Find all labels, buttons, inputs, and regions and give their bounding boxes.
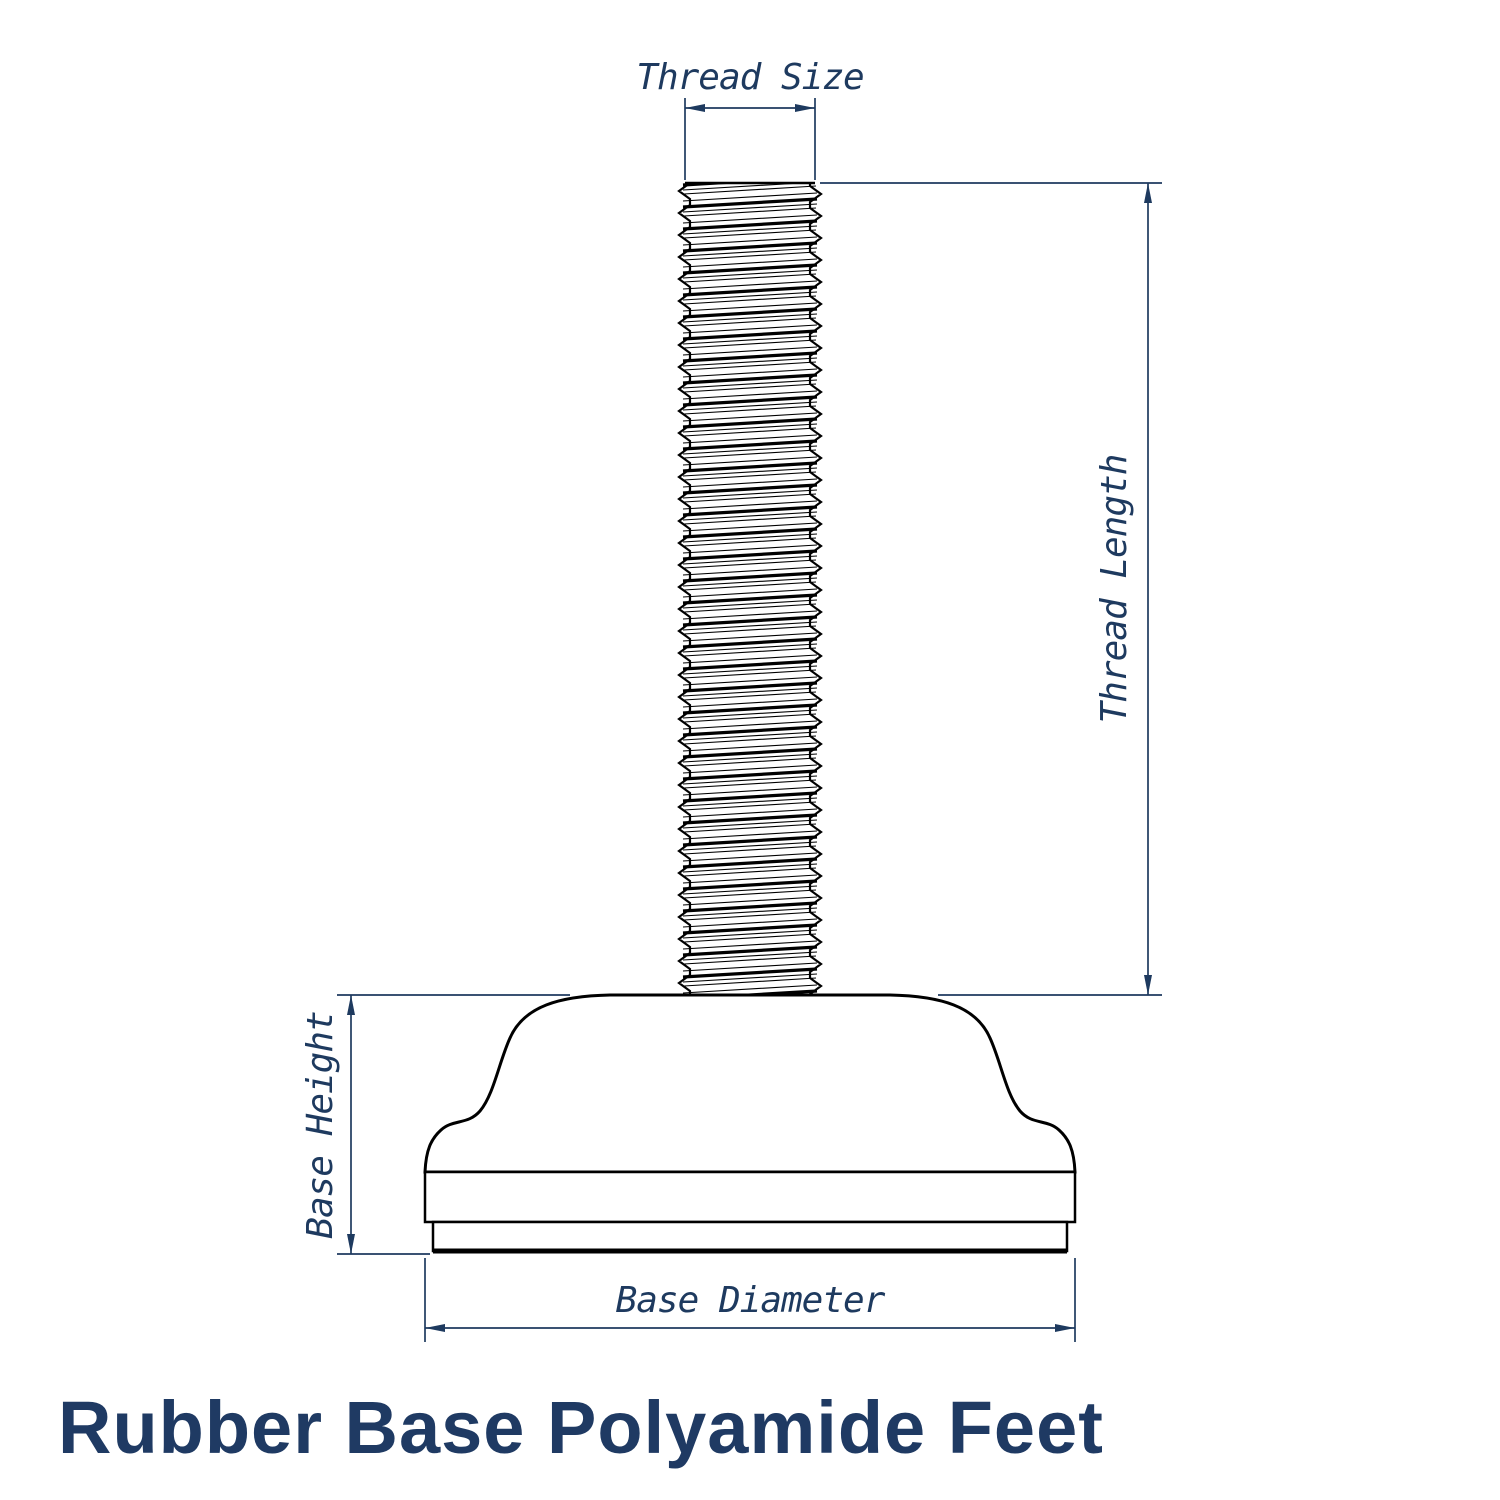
arrow-left-icon	[425, 1324, 445, 1332]
dim-base-height: Base Height	[300, 994, 570, 1255]
dim-base-diameter: Base Diameter	[424, 1258, 1076, 1342]
drawing-title: Rubber Base Polyamide Feet	[58, 1386, 1104, 1469]
base-diameter-label: Base Diameter	[616, 1280, 886, 1321]
base-body	[423, 993, 1077, 1254]
arrow-down-icon	[1144, 975, 1152, 995]
rubber-pad	[431, 1220, 1069, 1253]
arrow-right-icon	[1055, 1324, 1075, 1332]
thread-length-label: Thread Length	[1094, 455, 1135, 724]
base-band	[423, 1170, 1077, 1224]
base-height-label: Base Height	[300, 1011, 341, 1238]
thread-size-label: Thread Size	[636, 57, 863, 98]
arrow-up-icon	[347, 995, 355, 1015]
arrow-right-icon	[795, 104, 815, 112]
arrow-left-icon	[685, 104, 705, 112]
dim-thread-length: Thread Length	[820, 182, 1162, 996]
arrow-up-icon	[1144, 183, 1152, 203]
base-dome-outline	[423, 993, 1077, 1174]
dim-thread-size: Thread Size	[636, 57, 865, 180]
threaded-stud-icon	[677, 183, 823, 995]
arrow-down-icon	[347, 1234, 355, 1254]
